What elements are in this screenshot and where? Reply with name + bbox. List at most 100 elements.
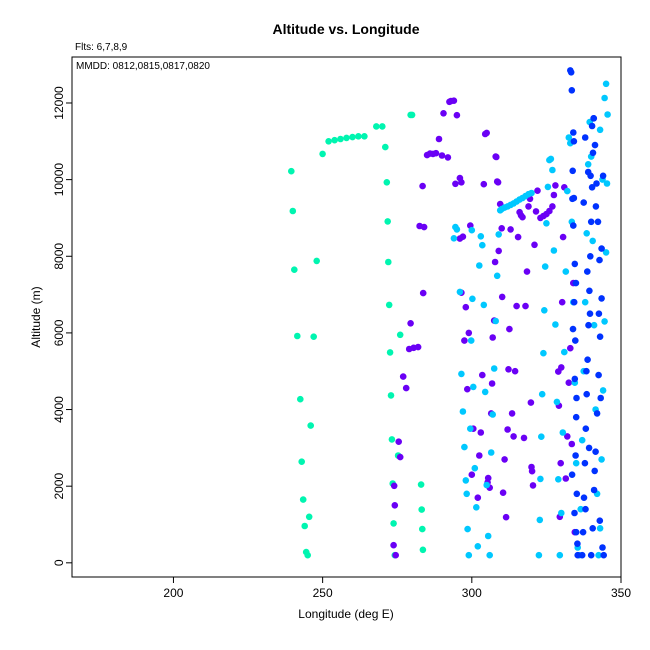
- data-point-s3-31: [493, 272, 501, 280]
- data-point-s2-69: [506, 325, 513, 333]
- data-point-s3-63: [558, 509, 565, 517]
- data-point-s2-47: [483, 129, 491, 137]
- data-point-s2-15: [420, 223, 428, 231]
- data-point-s4-54: [596, 256, 603, 264]
- data-point-s2-2: [391, 502, 399, 509]
- data-point-s2-5: [396, 453, 404, 461]
- data-point-s4-7: [571, 260, 579, 268]
- data-point-s4-68: [598, 245, 605, 252]
- data-point-s4-29: [583, 390, 590, 398]
- data-point-s1-19: [349, 133, 356, 141]
- data-point-s2-104: [559, 233, 567, 241]
- data-point-s2-45: [480, 180, 488, 188]
- data-point-s3-9: [464, 525, 471, 533]
- data-point-s2-14: [419, 289, 427, 297]
- data-point-s1-1: [289, 207, 297, 215]
- data-point-s4-26: [580, 494, 588, 502]
- data-point-s3-81: [584, 161, 592, 168]
- data-point-s2-35: [462, 303, 470, 311]
- data-point-s3-23: [481, 388, 489, 396]
- data-point-s2-53: [489, 334, 497, 341]
- data-point-s2-102: [558, 364, 565, 371]
- data-point-s2-41: [474, 494, 482, 502]
- data-point-s1-20: [355, 133, 362, 140]
- data-point-s3-90: [598, 456, 605, 463]
- y-tick-label-4000: 4000: [52, 396, 66, 423]
- data-point-s3-47: [537, 475, 544, 483]
- data-point-s4-45: [582, 505, 589, 513]
- data-point-s4-23: [574, 540, 581, 547]
- data-point-s3-68: [565, 134, 573, 141]
- data-point-s1-10: [305, 513, 313, 521]
- data-point-s2-33: [459, 233, 467, 240]
- data-point-s4-50: [593, 410, 601, 417]
- dates-annotation: MMDD: 0812,0815,0817,0820: [76, 61, 210, 72]
- data-point-s2-84: [527, 399, 535, 406]
- data-point-s3-10: [465, 551, 473, 559]
- data-point-s2-68: [505, 366, 512, 373]
- data-point-s2-60: [495, 247, 503, 255]
- data-point-s2-43: [477, 429, 485, 436]
- data-point-s3-77: [578, 436, 586, 444]
- data-point-s2-27: [452, 180, 459, 188]
- data-point-s2-71: [508, 410, 516, 417]
- data-point-s3-20: [477, 233, 485, 240]
- data-point-s4-35: [588, 184, 596, 191]
- data-point-s3-49: [538, 390, 546, 398]
- data-point-s4-48: [590, 486, 598, 494]
- plot-frame: [71, 56, 622, 578]
- data-point-s4-1: [567, 69, 575, 76]
- data-point-s3-17: [473, 504, 480, 511]
- data-point-s2-19: [432, 149, 440, 157]
- data-point-s2-78: [519, 213, 526, 221]
- data-point-s4-39: [581, 134, 589, 141]
- data-point-s3-28: [489, 411, 497, 418]
- data-point-s1-40: [418, 506, 426, 513]
- data-point-s2-101: [557, 459, 564, 467]
- data-point-s3-3: [456, 288, 464, 296]
- data-point-s2-110: [568, 440, 576, 448]
- data-point-s3-84: [589, 237, 596, 245]
- data-point-s2-0: [390, 541, 397, 549]
- data-point-s2-70: [507, 226, 514, 233]
- data-point-s1-2: [291, 266, 298, 274]
- data-point-s1-5: [298, 458, 306, 466]
- data-point-s1-30: [387, 392, 395, 399]
- data-point-s4-33: [587, 252, 594, 260]
- data-point-s4-28: [582, 425, 590, 433]
- data-point-s4-4: [569, 167, 576, 175]
- data-point-s4-57: [591, 141, 599, 149]
- data-point-s3-14: [469, 295, 476, 303]
- x-tick-label-300: 300: [462, 586, 482, 600]
- data-point-s2-89: [532, 208, 540, 215]
- chart-title: Altitude vs. Longitude: [273, 21, 420, 37]
- data-point-s1-18: [343, 134, 350, 142]
- data-point-s1-7: [301, 522, 309, 530]
- data-point-s3-64: [559, 429, 567, 436]
- data-point-s2-64: [499, 489, 507, 497]
- data-point-s4-65: [596, 517, 604, 524]
- data-point-s2-86: [528, 467, 536, 475]
- data-point-s3-92: [601, 318, 608, 325]
- data-point-s2-55: [491, 258, 499, 266]
- data-point-s1-17: [337, 135, 344, 143]
- data-point-s1-38: [408, 111, 416, 119]
- data-point-s2-67: [504, 426, 511, 433]
- data-point-s1-36: [396, 331, 404, 339]
- data-point-s3-45: [535, 551, 543, 559]
- data-point-s4-17: [569, 195, 576, 203]
- data-point-s2-75: [514, 233, 522, 241]
- data-point-s4-66: [599, 544, 606, 551]
- data-point-s3-62: [556, 551, 564, 559]
- data-point-s3-76: [577, 505, 584, 513]
- data-point-s1-14: [319, 150, 326, 158]
- data-point-s4-20: [573, 394, 580, 402]
- data-point-s1-42: [419, 546, 427, 554]
- data-point-s3-96: [602, 80, 610, 88]
- data-point-s3-54: [544, 183, 552, 191]
- y-tick-label-6000: 6000: [52, 319, 66, 346]
- data-point-s4-42: [586, 310, 594, 318]
- data-point-s3-24: [483, 481, 491, 489]
- data-point-s2-52: [488, 380, 496, 387]
